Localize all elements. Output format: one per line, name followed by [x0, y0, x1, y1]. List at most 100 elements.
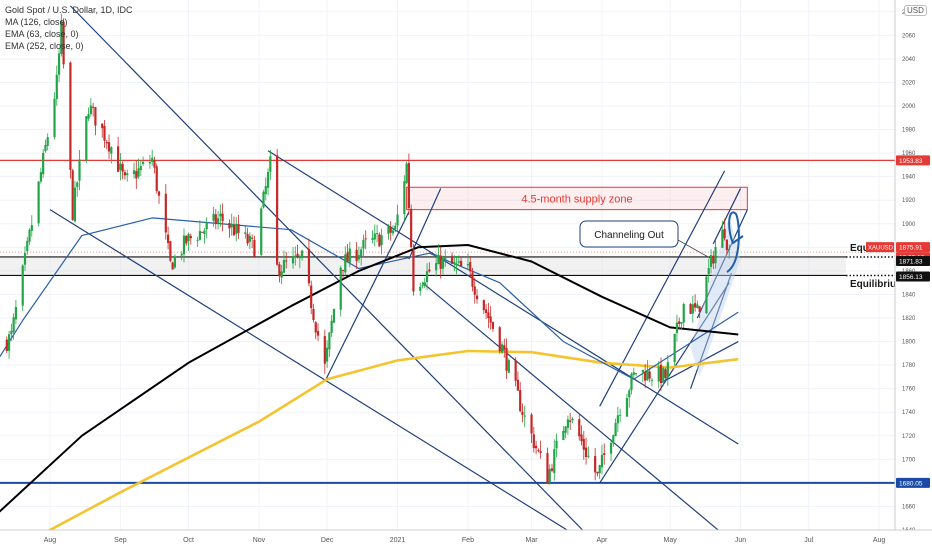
candle-body	[453, 261, 456, 264]
candle-body	[117, 146, 120, 172]
candle-body	[285, 260, 288, 262]
candle-body	[439, 255, 442, 269]
candle-body	[360, 249, 363, 257]
candle-body	[555, 440, 558, 449]
price-tick-label: 2040	[902, 57, 916, 63]
currency-button[interactable]: USD	[904, 5, 927, 16]
candle-body	[153, 160, 156, 168]
candle-body	[73, 187, 77, 222]
candle-body	[407, 162, 410, 209]
price-tick-label: 1660	[902, 504, 916, 510]
candle-body	[105, 142, 108, 144]
candle-body	[537, 450, 540, 452]
time-tick-label: Mar	[526, 537, 539, 544]
candle-body	[423, 282, 426, 287]
trendline	[267, 150, 739, 445]
supply-zone-label: 4.5-month supply zone	[521, 193, 632, 205]
candle-body	[628, 390, 631, 398]
candle-body	[323, 336, 326, 364]
symbol-title[interactable]: Gold Spot / U.S. Dollar, 1D, IDC	[5, 5, 133, 15]
candle-body	[664, 369, 667, 378]
candle-body	[616, 415, 619, 424]
candle-body	[341, 269, 345, 271]
candle-body	[689, 303, 692, 314]
price-tick-label: 1840	[902, 292, 916, 298]
candle-body	[23, 253, 27, 265]
candle-body	[450, 255, 454, 264]
candle-body	[714, 247, 717, 264]
candle-body	[646, 369, 649, 381]
candle-body	[151, 157, 154, 162]
candle-body	[355, 249, 358, 262]
candle-body	[101, 123, 104, 129]
candle-body	[121, 163, 124, 172]
price-tick-label: 2060	[902, 33, 916, 39]
time-tick-label: Dec	[321, 537, 334, 544]
candle-body	[644, 371, 647, 381]
candle-body	[235, 223, 238, 234]
projection-arrow	[726, 211, 744, 273]
candle-body	[37, 181, 40, 224]
candle-body	[532, 434, 535, 449]
candle-body	[421, 284, 424, 286]
trendline	[422, 282, 723, 534]
candle-body	[262, 191, 265, 208]
candle-body	[482, 300, 485, 311]
candle-body	[694, 303, 697, 308]
price-tick-label: 1900	[902, 222, 916, 228]
candle-body	[307, 248, 311, 284]
trendline	[324, 211, 410, 382]
candle-body	[364, 238, 367, 240]
candle-body	[375, 233, 379, 235]
candle-body	[212, 213, 215, 221]
price-tick-label: 1720	[902, 434, 916, 440]
candle-body	[444, 257, 447, 260]
legend-ema-252[interactable]: EMA (252, close, 0)	[5, 41, 84, 51]
candle-body	[157, 191, 161, 196]
candle-body	[253, 239, 256, 257]
candle-body	[612, 435, 615, 444]
candle-body	[12, 317, 15, 333]
supply-zone-box	[406, 186, 748, 211]
candle-body	[155, 166, 158, 192]
legend-ma-126[interactable]: MA (126, close)	[5, 17, 68, 27]
candle-body	[328, 332, 331, 350]
candle-body	[594, 456, 597, 473]
last-price-tag: 1875.91	[899, 245, 923, 252]
candle-body	[296, 253, 299, 257]
candle-body	[142, 161, 145, 164]
candle-body	[126, 173, 129, 176]
candle-body	[110, 147, 113, 154]
candle-body	[546, 453, 549, 484]
candle-body	[94, 107, 97, 126]
time-tick-label: Apr	[597, 537, 609, 544]
candle-body	[469, 261, 472, 272]
candle-body	[85, 116, 88, 161]
time-tick-labels: Aug Sep Oct Nov Dec 2021 Feb Mar Apr May Jun Jul Aug	[44, 537, 886, 544]
candle-body	[691, 304, 694, 314]
candle-body	[435, 263, 438, 271]
candle-body	[214, 214, 217, 224]
candle-body	[107, 142, 111, 152]
candle-body	[564, 426, 567, 433]
legend-ema-63[interactable]: EMA (63, close, 0)	[5, 29, 79, 39]
price-tick-label: 1800	[902, 340, 916, 346]
candle-body	[103, 125, 106, 141]
candle-body	[584, 447, 588, 458]
candle-body	[180, 253, 183, 256]
time-tick-label: Sep	[114, 537, 127, 544]
candle-body	[228, 223, 231, 229]
candles	[5, 13, 731, 485]
chart-legend: Gold Spot / U.S. Dollar, 1D, IDC MA (126…	[5, 4, 133, 52]
price-tick-label: 1780	[902, 363, 916, 369]
time-axis[interactable]: Aug Sep Oct Nov Dec 2021 Feb Mar Apr May Jun Jul Aug	[0, 529, 932, 550]
candle-body	[394, 225, 397, 230]
candle-body	[419, 286, 422, 291]
price-axis[interactable]: 1640166016801700172017401760178018001820…	[866, 0, 932, 534]
candle-body	[475, 295, 479, 300]
candle-body	[205, 222, 208, 230]
time-tick-label: Nov	[253, 537, 266, 544]
candle-body	[298, 255, 301, 259]
